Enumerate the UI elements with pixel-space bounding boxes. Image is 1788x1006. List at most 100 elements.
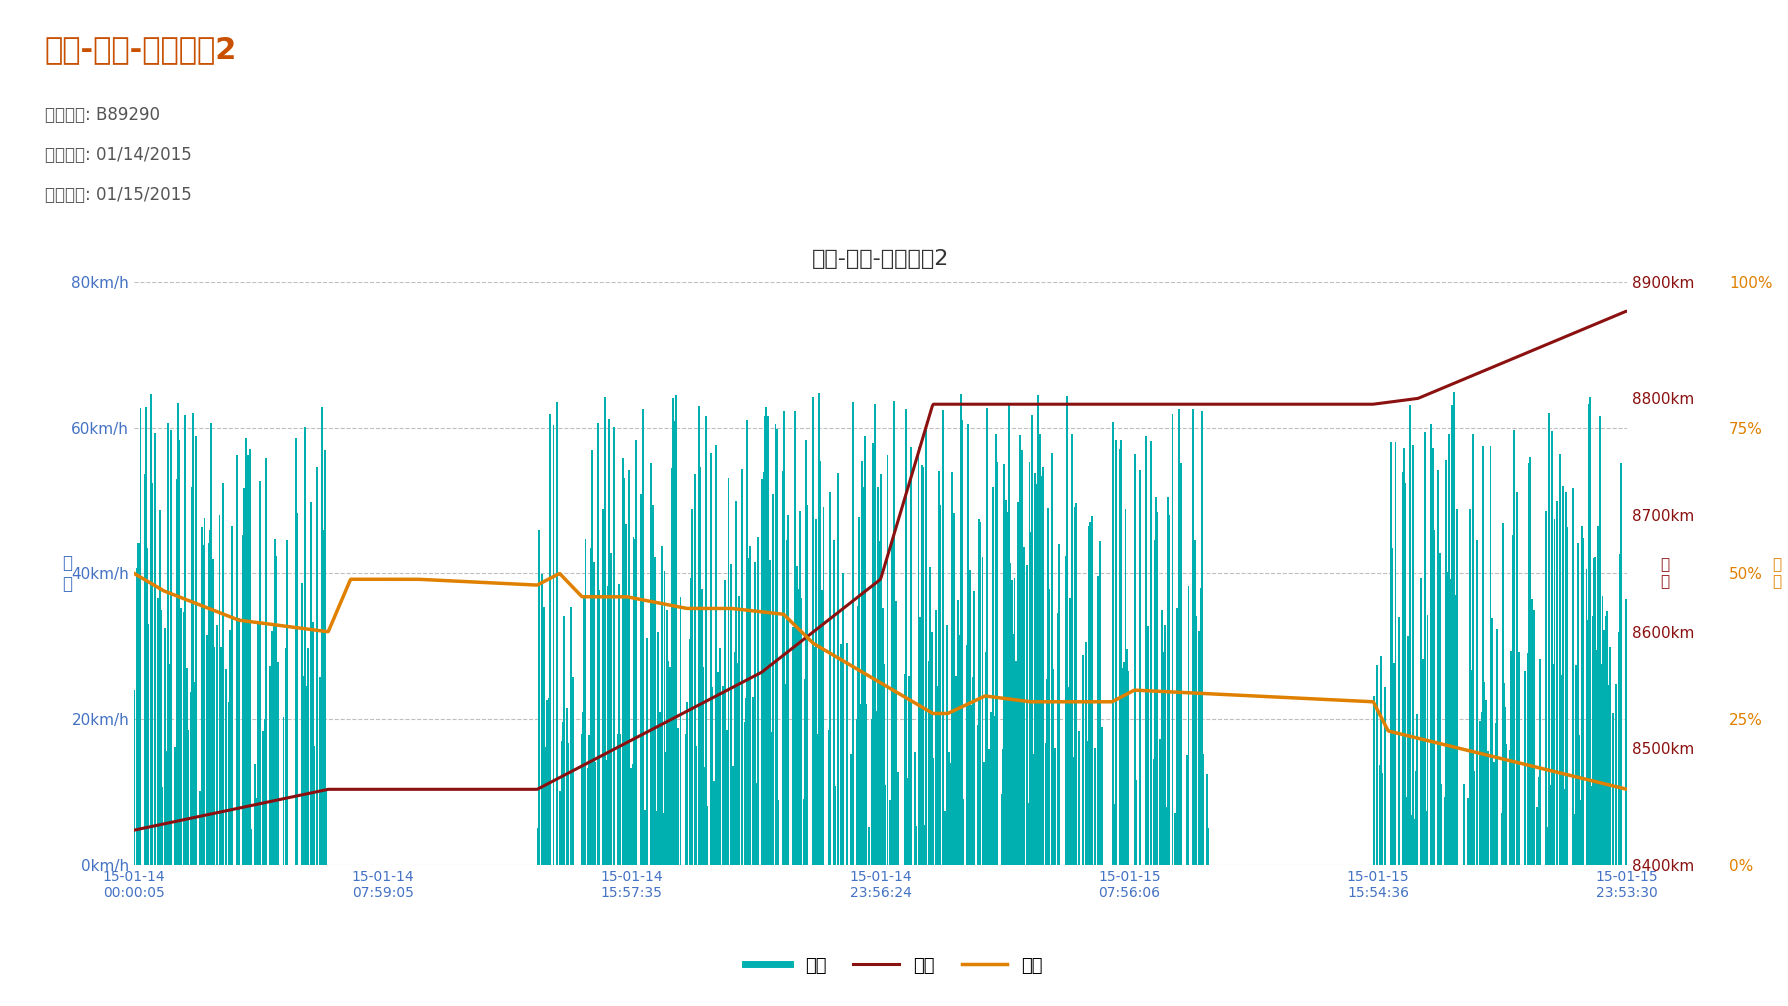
Bar bbox=[1030, 532, 1032, 865]
Bar bbox=[552, 426, 554, 865]
Bar bbox=[1615, 684, 1618, 865]
Bar bbox=[297, 513, 299, 865]
Bar bbox=[202, 545, 204, 865]
Bar bbox=[670, 677, 672, 865]
Bar bbox=[204, 517, 206, 865]
Bar bbox=[211, 797, 213, 865]
Bar bbox=[1177, 703, 1178, 865]
Bar bbox=[883, 664, 885, 865]
Bar bbox=[286, 540, 288, 865]
Bar bbox=[1087, 741, 1089, 865]
Bar bbox=[1430, 639, 1432, 865]
Bar bbox=[1135, 781, 1137, 865]
Bar bbox=[962, 800, 964, 865]
Bar bbox=[1548, 413, 1550, 865]
Bar bbox=[996, 434, 998, 865]
Bar bbox=[1564, 492, 1568, 865]
Bar bbox=[1051, 669, 1053, 865]
Bar bbox=[241, 535, 243, 865]
Bar bbox=[1085, 785, 1089, 865]
Bar bbox=[663, 571, 665, 865]
Bar bbox=[1001, 749, 1003, 865]
Bar bbox=[1593, 558, 1595, 865]
Bar bbox=[953, 714, 957, 865]
Bar bbox=[701, 589, 703, 865]
Bar bbox=[1421, 691, 1423, 865]
Bar bbox=[143, 474, 147, 865]
Bar bbox=[1058, 544, 1060, 865]
Bar bbox=[1125, 509, 1126, 865]
Bar bbox=[712, 687, 713, 865]
Bar bbox=[1126, 671, 1128, 865]
Bar bbox=[726, 730, 728, 865]
Bar bbox=[549, 414, 551, 865]
Bar bbox=[1472, 670, 1473, 865]
Bar bbox=[1495, 722, 1497, 865]
Bar bbox=[1171, 414, 1173, 865]
Bar bbox=[145, 406, 147, 865]
Bar bbox=[1202, 411, 1203, 865]
Bar bbox=[692, 509, 694, 865]
Bar bbox=[631, 764, 633, 865]
Bar bbox=[1146, 626, 1150, 865]
Bar bbox=[688, 639, 690, 865]
Bar bbox=[1101, 726, 1103, 865]
Bar bbox=[622, 459, 624, 865]
Bar bbox=[873, 724, 874, 865]
Bar bbox=[1554, 519, 1556, 865]
Bar bbox=[819, 461, 821, 865]
Bar bbox=[1005, 500, 1007, 865]
Bar bbox=[138, 542, 141, 865]
Bar bbox=[1193, 698, 1194, 865]
Bar bbox=[318, 677, 320, 865]
Bar bbox=[935, 744, 937, 865]
Bar bbox=[635, 441, 637, 865]
Bar bbox=[1545, 511, 1547, 865]
Bar bbox=[649, 463, 651, 865]
Bar bbox=[812, 397, 814, 865]
Bar bbox=[878, 541, 880, 865]
Bar bbox=[917, 447, 919, 865]
Bar bbox=[1625, 600, 1627, 865]
Bar bbox=[862, 487, 864, 865]
Bar bbox=[928, 661, 930, 865]
Bar bbox=[1559, 454, 1561, 865]
Bar bbox=[1071, 810, 1073, 865]
Bar bbox=[1166, 807, 1168, 865]
Bar bbox=[1432, 448, 1434, 865]
Bar bbox=[980, 522, 982, 865]
Bar bbox=[944, 811, 946, 865]
Bar bbox=[907, 782, 908, 865]
Bar bbox=[313, 623, 315, 865]
Bar bbox=[665, 610, 667, 865]
Bar bbox=[628, 598, 629, 865]
Bar bbox=[828, 730, 830, 865]
Bar bbox=[735, 501, 737, 865]
Bar bbox=[1439, 553, 1441, 865]
Bar bbox=[717, 672, 719, 865]
Bar bbox=[858, 704, 860, 865]
Bar bbox=[1470, 509, 1472, 865]
Bar bbox=[994, 770, 996, 865]
Bar bbox=[1427, 615, 1429, 865]
Bar bbox=[1588, 403, 1590, 865]
Bar bbox=[647, 638, 649, 865]
Bar bbox=[1463, 785, 1464, 865]
Bar bbox=[175, 479, 177, 865]
Bar bbox=[188, 729, 190, 865]
Bar bbox=[921, 465, 923, 865]
Bar bbox=[1057, 613, 1058, 865]
Bar bbox=[958, 635, 962, 865]
Bar bbox=[830, 492, 831, 865]
Bar bbox=[969, 705, 971, 865]
Bar bbox=[1121, 441, 1123, 865]
Bar bbox=[885, 785, 887, 865]
Bar bbox=[157, 806, 159, 865]
Bar bbox=[1534, 610, 1536, 865]
Bar bbox=[213, 559, 215, 865]
Bar bbox=[699, 467, 701, 865]
Bar bbox=[250, 829, 252, 865]
Bar bbox=[1531, 813, 1532, 865]
Bar bbox=[915, 827, 917, 865]
Bar bbox=[772, 494, 774, 865]
